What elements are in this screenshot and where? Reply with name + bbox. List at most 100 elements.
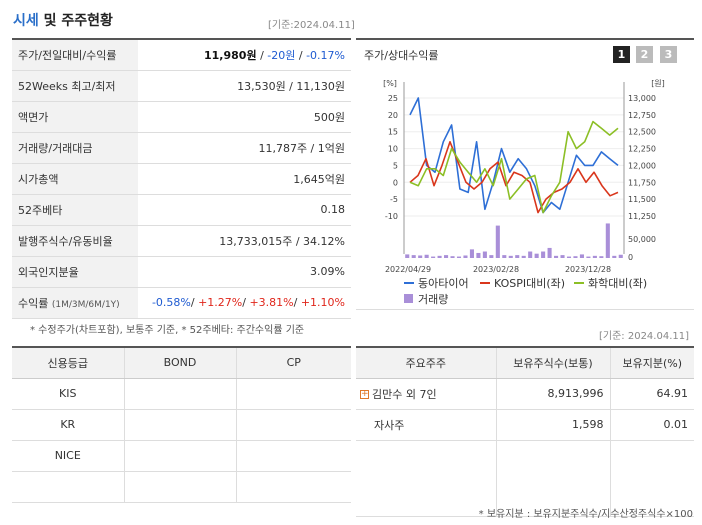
series-line-stock <box>409 97 619 214</box>
volume-tick-label: 50,000 <box>628 235 656 244</box>
right-tick-label: 13,000 <box>628 94 656 103</box>
volume-bar <box>618 254 623 258</box>
expand-icon[interactable]: + <box>360 389 369 399</box>
volume-bar <box>502 255 507 258</box>
volume-bar <box>489 255 494 258</box>
volume-bar <box>528 251 533 258</box>
volume-bar <box>424 254 429 258</box>
price-info-table: 주가/전일대비/수익률 11,980원 / -20원 / -0.17% 52We… <box>12 38 351 319</box>
right-tick-label: 12,750 <box>628 111 656 120</box>
volume-bar <box>476 252 481 258</box>
credit-rating-table: 신용등급 BOND CP KIS KR NICE <box>12 346 351 503</box>
volume-bar <box>592 255 597 258</box>
volume-tick-label: 0 <box>628 253 633 262</box>
legend-label-chem: 화학대비(좌) <box>588 277 647 290</box>
chart-tab-3[interactable]: 3 <box>660 46 677 63</box>
volume-bar <box>450 256 455 258</box>
chart-title: 주가/상대수익률 <box>364 49 439 62</box>
right-tick-label: 12,000 <box>628 161 656 170</box>
info-row-52w: 52Weeks 최고/최저 13,530원 / 11,130원 <box>12 70 351 102</box>
right-tick-label: 11,750 <box>628 178 656 187</box>
legend-label-stock: 동아타이어 <box>418 277 469 290</box>
left-tick-label: -5 <box>390 195 398 204</box>
credit-header-bond: BOND <box>124 347 237 379</box>
volume-bar <box>521 255 526 258</box>
legend-label-kospi: KOSPI대비(좌) <box>494 277 565 290</box>
left-tick-label: 20 <box>388 111 398 120</box>
left-tick-label: 0 <box>393 178 398 187</box>
left-tick-label: 10 <box>388 145 398 154</box>
holder-shares: 1,598 <box>496 409 611 441</box>
volume-bar <box>482 251 487 258</box>
volume-bar <box>469 249 474 258</box>
volume-bar <box>573 256 578 258</box>
volume-bar <box>599 256 604 258</box>
holder-footnote: * 보유지분 : 보유지분주식수/지수산정주식수×100 <box>478 509 693 520</box>
holder-row: + 김만수 외 7인 8,913,996 64.91 <box>356 378 694 410</box>
holder-name: 자사주 <box>356 409 497 441</box>
volume-bar <box>541 251 546 258</box>
x-tick-label: 2022/04/29 <box>385 265 431 274</box>
volume-bar <box>405 254 410 258</box>
shareholder-table: 주요주주 보유주식수(보통) 보유지분(%) + 김만수 외 7인 8,913,9… <box>356 346 694 517</box>
holder-header-pct: 보유지분(%) <box>610 347 694 379</box>
legend-label-volume: 거래량 <box>418 293 448 306</box>
base-date: [기준:2024.04.11] <box>268 20 355 31</box>
x-tick-label: 2023/12/28 <box>565 265 611 274</box>
legend-swatch-volume <box>404 294 413 303</box>
info-row-price: 주가/전일대비/수익률 11,980원 / -20원 / -0.17% <box>12 39 351 71</box>
credit-header-rating: 신용등급 <box>12 347 125 379</box>
volume-bar <box>411 255 416 258</box>
section-title: 시세 및 주주현황 <box>13 13 113 29</box>
info-row-beta: 52주베타 0.18 <box>12 194 351 226</box>
stock-chart: [%] [원] 25 20 15 10 5 0 -5 -10 13,000 12,750 12,500 1… <box>383 79 665 306</box>
info-footnote: * 수정주가(차트포함), 보통주 기준, * 52주베타: 주간수익률 기준 <box>30 325 305 336</box>
right-tick-label: 12,250 <box>628 145 656 154</box>
series-line-kospi <box>409 141 619 214</box>
right-tick-label: 11,500 <box>628 195 656 204</box>
chart-tab-1[interactable]: 1 <box>613 46 630 63</box>
left-axis-unit: [%] <box>383 79 397 88</box>
volume-bar <box>463 255 468 258</box>
volume-bar <box>495 225 500 258</box>
credit-row <box>12 471 351 503</box>
info-row-shares: 발행주식수/유동비율 13,733,015주 / 34.12% <box>12 225 351 257</box>
left-tick-label: 5 <box>393 161 398 170</box>
holder-header-name: 주요주주 <box>356 347 497 379</box>
right-axis-unit: [원] <box>651 79 665 88</box>
left-tick-label: -10 <box>385 212 398 221</box>
volume-bar <box>586 256 591 258</box>
chart-panel: 주가/상대수익률 1 2 3 [%] [원] 25 20 15 10 5 0 -5 -10 13,0… <box>356 38 694 310</box>
volume-bar <box>579 254 584 258</box>
info-row-volume: 거래량/거래대금 11,787주 / 1억원 <box>12 132 351 164</box>
left-tick-label: 25 <box>388 94 398 103</box>
info-row-foreign: 외국인지분율 3.09% <box>12 256 351 288</box>
volume-bar <box>605 223 610 258</box>
info-row-par: 액면가 500원 <box>12 101 351 133</box>
info-row-mktcap: 시가총액 1,645억원 <box>12 163 351 195</box>
credit-row: NICE <box>12 440 351 472</box>
series-line-chem <box>409 120 619 214</box>
info-row-returns: 수익률 (1M/3M/6M/1Y) -0.58%/ +1.27%/ +3.81%… <box>12 287 351 319</box>
holder-header-shares: 보유주식수(보통) <box>496 347 611 379</box>
volume-bar <box>566 256 572 258</box>
right-tick-label: 11,250 <box>628 212 656 221</box>
volume-bar <box>431 256 436 258</box>
x-tick-label: 2023/02/28 <box>473 265 519 274</box>
credit-row: KR <box>12 409 351 441</box>
chart-tab-2[interactable]: 2 <box>636 46 653 63</box>
volume-bar <box>444 255 449 258</box>
holder-shares: 8,913,996 <box>496 378 611 410</box>
right-tick-label: 12,500 <box>628 128 656 137</box>
volume-bar <box>515 255 520 258</box>
volume-bar <box>560 255 565 258</box>
holder-name: 김만수 외 7인 <box>372 387 437 401</box>
volume-bar <box>418 255 423 258</box>
credit-row: KIS <box>12 378 351 410</box>
volume-bar <box>554 255 559 258</box>
volume-bar <box>612 255 617 258</box>
volume-bar <box>547 247 552 258</box>
credit-header-cp: CP <box>236 347 351 379</box>
base-date-2: [기준: 2024.04.11] <box>599 331 690 342</box>
holder-row: 자사주 1,598 0.01 <box>356 409 694 441</box>
